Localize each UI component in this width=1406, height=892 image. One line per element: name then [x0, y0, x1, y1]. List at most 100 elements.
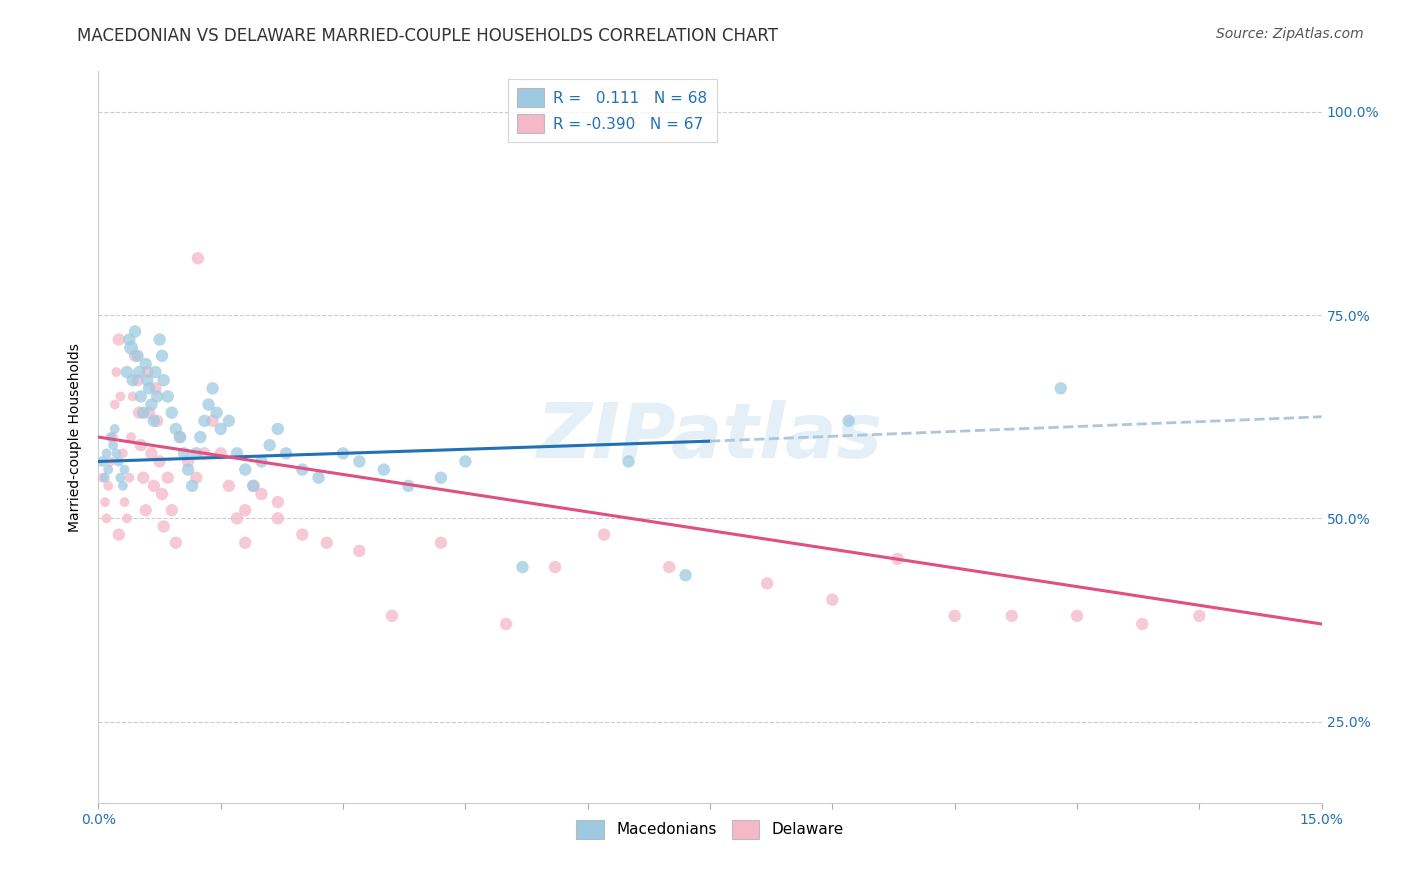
- Point: [544, 560, 567, 574]
- Point: [315, 535, 337, 549]
- Point: [135, 357, 157, 371]
- Point: [145, 381, 167, 395]
- Point: [274, 446, 297, 460]
- Point: [233, 535, 256, 549]
- Point: [132, 471, 155, 485]
- Point: [267, 422, 290, 436]
- Point: [187, 252, 209, 266]
- Point: [101, 438, 124, 452]
- Point: [149, 454, 172, 468]
- Point: [675, 568, 697, 582]
- Point: [114, 462, 136, 476]
- Point: [101, 430, 124, 444]
- Point: [188, 430, 212, 444]
- Point: [943, 608, 966, 623]
- Point: [121, 389, 143, 403]
- Point: [105, 446, 128, 460]
- Point: [150, 349, 173, 363]
- Point: [120, 430, 142, 444]
- Point: [242, 479, 264, 493]
- Point: [132, 406, 155, 420]
- Point: [91, 454, 114, 468]
- Point: [838, 414, 860, 428]
- Point: [105, 365, 128, 379]
- Point: [146, 389, 169, 403]
- Point: [291, 527, 314, 541]
- Point: [267, 511, 290, 525]
- Point: [110, 389, 132, 403]
- Point: [291, 462, 314, 476]
- Point: [169, 430, 191, 444]
- Point: [381, 608, 404, 623]
- Point: [135, 503, 157, 517]
- Point: [242, 479, 264, 493]
- Text: ZIPatlas: ZIPatlas: [537, 401, 883, 474]
- Point: [186, 471, 208, 485]
- Point: [146, 414, 169, 428]
- Point: [617, 454, 640, 468]
- Point: [121, 373, 143, 387]
- Point: [226, 511, 249, 525]
- Point: [197, 398, 219, 412]
- Point: [104, 398, 127, 412]
- Point: [141, 398, 163, 412]
- Point: [118, 333, 141, 347]
- Point: [94, 471, 117, 485]
- Point: [115, 511, 138, 525]
- Y-axis label: Married-couple Households: Married-couple Households: [69, 343, 83, 532]
- Point: [104, 422, 127, 436]
- Point: [150, 487, 173, 501]
- Point: [308, 471, 330, 485]
- Point: [205, 406, 228, 420]
- Point: [201, 381, 224, 395]
- Point: [177, 462, 200, 476]
- Point: [118, 471, 141, 485]
- Point: [165, 535, 187, 549]
- Point: [233, 503, 256, 517]
- Point: [209, 422, 232, 436]
- Point: [110, 471, 132, 485]
- Point: [593, 527, 616, 541]
- Point: [1188, 608, 1211, 623]
- Point: [886, 552, 908, 566]
- Point: [250, 487, 273, 501]
- Point: [430, 535, 453, 549]
- Point: [138, 406, 160, 420]
- Point: [209, 446, 232, 460]
- Point: [349, 544, 371, 558]
- Point: [1049, 381, 1071, 395]
- Point: [156, 471, 179, 485]
- Point: [454, 454, 477, 468]
- Point: [97, 462, 120, 476]
- Point: [100, 454, 122, 468]
- Point: [218, 479, 240, 493]
- Point: [142, 479, 165, 493]
- Point: [96, 511, 118, 525]
- Point: [173, 446, 195, 460]
- Point: [201, 414, 224, 428]
- Point: [124, 349, 146, 363]
- Point: [756, 576, 779, 591]
- Point: [96, 446, 118, 460]
- Text: Source: ZipAtlas.com: Source: ZipAtlas.com: [1216, 27, 1364, 41]
- Point: [218, 414, 240, 428]
- Point: [373, 462, 395, 476]
- Point: [142, 414, 165, 428]
- Point: [136, 365, 159, 379]
- Point: [332, 446, 354, 460]
- Point: [108, 333, 131, 347]
- Point: [226, 446, 249, 460]
- Point: [1066, 608, 1088, 623]
- Point: [141, 446, 163, 460]
- Point: [186, 446, 208, 460]
- Point: [152, 519, 174, 533]
- Point: [114, 495, 136, 509]
- Point: [512, 560, 534, 574]
- Point: [160, 503, 183, 517]
- Point: [396, 479, 419, 493]
- Point: [111, 446, 134, 460]
- Legend: Macedonians, Delaware: Macedonians, Delaware: [568, 813, 852, 847]
- Point: [111, 479, 134, 493]
- Point: [127, 373, 149, 387]
- Point: [138, 381, 160, 395]
